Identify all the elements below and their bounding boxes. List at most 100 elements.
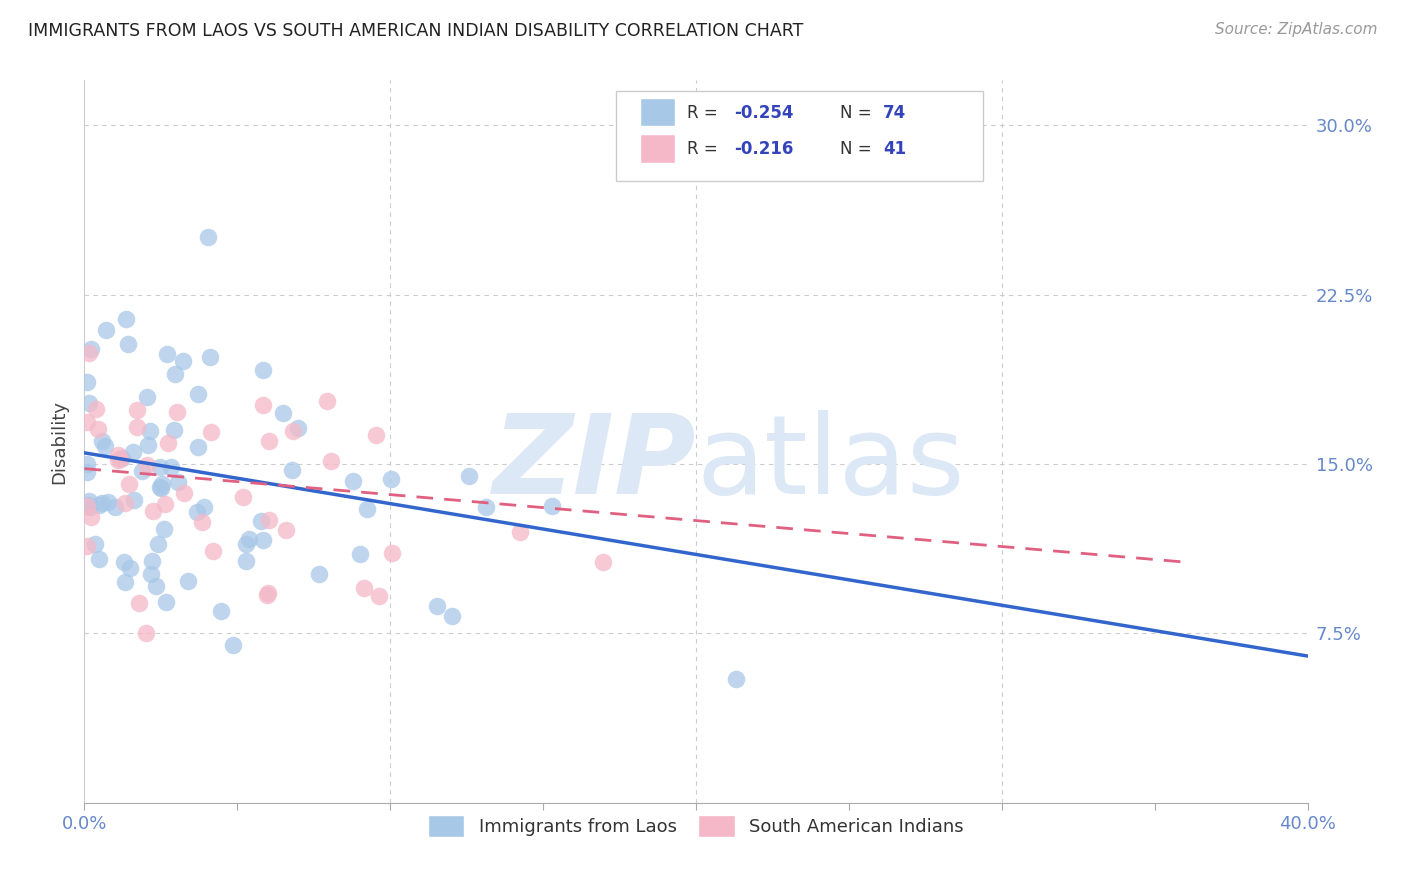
Point — [308, 567, 330, 582]
Point — [79, 500, 101, 514]
Point — [349, 547, 371, 561]
Point — [381, 546, 404, 560]
Text: R =: R = — [688, 103, 724, 121]
Point — [84, 537, 107, 551]
Point — [97, 494, 120, 508]
Point — [256, 588, 278, 602]
Point — [145, 579, 167, 593]
Point — [157, 436, 180, 450]
Text: N =: N = — [841, 103, 877, 121]
Point — [156, 347, 179, 361]
Point — [209, 604, 232, 618]
Point — [80, 510, 103, 524]
Text: -0.216: -0.216 — [734, 140, 793, 158]
Point — [380, 472, 402, 486]
Text: IMMIGRANTS FROM LAOS VS SOUTH AMERICAN INDIAN DISABILITY CORRELATION CHART: IMMIGRANTS FROM LAOS VS SOUTH AMERICAN I… — [28, 22, 803, 40]
Point — [155, 497, 177, 511]
Point — [149, 480, 172, 494]
Point — [283, 424, 305, 438]
Point — [141, 553, 163, 567]
Point — [136, 458, 159, 473]
Point — [276, 523, 298, 537]
Point — [159, 459, 181, 474]
Point — [127, 402, 149, 417]
Point — [191, 515, 214, 529]
Text: -0.254: -0.254 — [734, 103, 793, 121]
Point — [280, 463, 302, 477]
Point — [273, 406, 295, 420]
Point — [252, 533, 274, 547]
Point — [287, 421, 309, 435]
Point — [76, 539, 98, 553]
Point — [112, 555, 135, 569]
Point — [166, 405, 188, 419]
Point — [118, 561, 141, 575]
Point — [187, 386, 209, 401]
Point — [76, 499, 98, 513]
Point — [259, 434, 281, 449]
Point — [94, 323, 117, 337]
Point — [76, 457, 98, 471]
Point — [426, 599, 449, 614]
Point — [724, 672, 747, 686]
Point — [115, 311, 138, 326]
Point — [122, 445, 145, 459]
Point — [475, 500, 498, 515]
Text: Source: ZipAtlas.com: Source: ZipAtlas.com — [1215, 22, 1378, 37]
Point — [198, 350, 221, 364]
Point — [173, 486, 195, 500]
Point — [235, 554, 257, 568]
Point — [367, 589, 389, 603]
Text: atlas: atlas — [696, 409, 965, 516]
Point — [257, 513, 280, 527]
Point — [117, 337, 139, 351]
Point — [458, 469, 481, 483]
Point — [146, 537, 169, 551]
Point — [153, 522, 176, 536]
Point — [166, 475, 188, 490]
Point — [197, 230, 219, 244]
Point — [76, 375, 98, 389]
Point — [250, 515, 273, 529]
FancyBboxPatch shape — [641, 136, 675, 163]
Text: N =: N = — [841, 140, 877, 158]
Point — [321, 454, 343, 468]
Point — [142, 504, 165, 518]
Point — [135, 625, 157, 640]
Point — [128, 596, 150, 610]
Point — [256, 586, 278, 600]
Point — [139, 566, 162, 581]
Point — [342, 474, 364, 488]
Point — [540, 499, 562, 513]
Point — [235, 537, 257, 551]
Point — [200, 425, 222, 440]
Point — [139, 424, 162, 438]
Point — [131, 464, 153, 478]
Point — [89, 498, 111, 512]
Legend: Immigrants from Laos, South American Indians: Immigrants from Laos, South American Ind… — [420, 808, 972, 845]
Point — [149, 459, 172, 474]
Point — [77, 396, 100, 410]
Point — [114, 575, 136, 590]
Point — [592, 555, 614, 569]
Point — [104, 500, 127, 514]
Point — [509, 525, 531, 540]
Point — [76, 415, 98, 429]
Point — [356, 502, 378, 516]
Point — [440, 609, 463, 624]
Point — [366, 427, 388, 442]
Text: 74: 74 — [883, 103, 907, 121]
Point — [136, 438, 159, 452]
Y-axis label: Disability: Disability — [51, 400, 69, 483]
Point — [86, 402, 108, 417]
Point — [136, 390, 159, 404]
Point — [80, 342, 103, 356]
Point — [232, 490, 254, 504]
Point — [107, 448, 129, 462]
Point — [91, 496, 114, 510]
Point — [94, 439, 117, 453]
Point — [187, 440, 209, 454]
Point — [150, 481, 173, 495]
FancyBboxPatch shape — [641, 99, 675, 127]
Point — [91, 434, 114, 448]
